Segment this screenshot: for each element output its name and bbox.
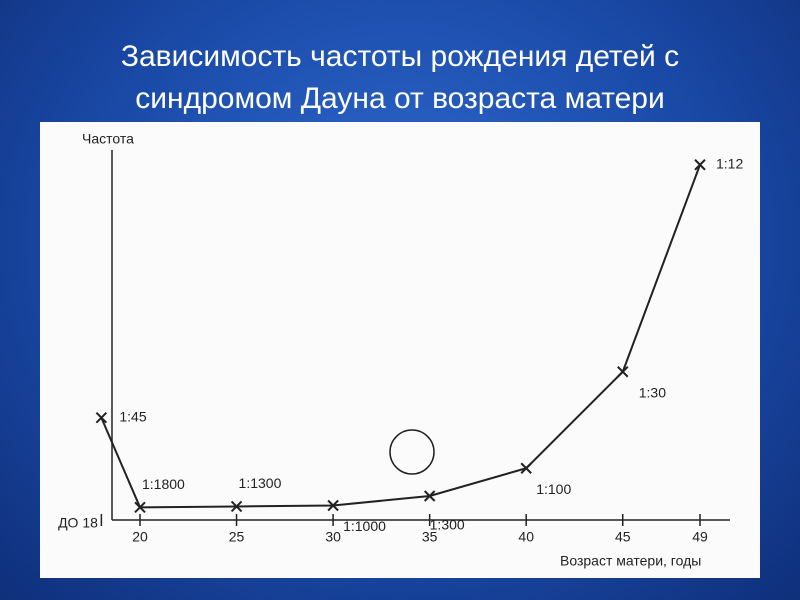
x-tick-label: 49 bbox=[692, 529, 708, 545]
value-label: 1:12 bbox=[716, 155, 743, 171]
value-label: 1:45 bbox=[119, 408, 146, 424]
x-tick-label: 35 bbox=[422, 529, 438, 545]
x-tick-label: 40 bbox=[518, 529, 534, 545]
x-tick-label: 20 bbox=[132, 529, 148, 545]
x-axis-title: Возраст матери, годы bbox=[560, 553, 701, 569]
value-label: 1:300 bbox=[430, 517, 465, 533]
data-point bbox=[230, 500, 243, 513]
x-tick-label: ДО 18 bbox=[58, 515, 98, 531]
chart-title: Зависимость частоты рождения детей с синд… bbox=[121, 40, 679, 115]
y-axis-title: Частота bbox=[82, 131, 134, 147]
value-label: 1:100 bbox=[536, 481, 571, 497]
data-point bbox=[694, 159, 706, 171]
data-point bbox=[520, 462, 532, 474]
data-point bbox=[617, 366, 629, 378]
data-point bbox=[327, 499, 339, 512]
x-tick-label: 30 bbox=[325, 529, 341, 545]
value-label: 1:1300 bbox=[239, 475, 282, 491]
data-line bbox=[100, 164, 701, 509]
data-point bbox=[134, 501, 146, 514]
plot-image bbox=[40, 122, 760, 578]
highlight-circle bbox=[389, 429, 435, 475]
value-label: 1:1800 bbox=[142, 476, 185, 492]
data-point bbox=[423, 490, 436, 502]
value-label: 1:1000 bbox=[343, 518, 386, 534]
value-label: 1:30 bbox=[639, 384, 666, 400]
x-tick-label: 45 bbox=[615, 529, 631, 545]
x-tick-label: 25 bbox=[229, 529, 245, 545]
data-point bbox=[95, 412, 108, 424]
